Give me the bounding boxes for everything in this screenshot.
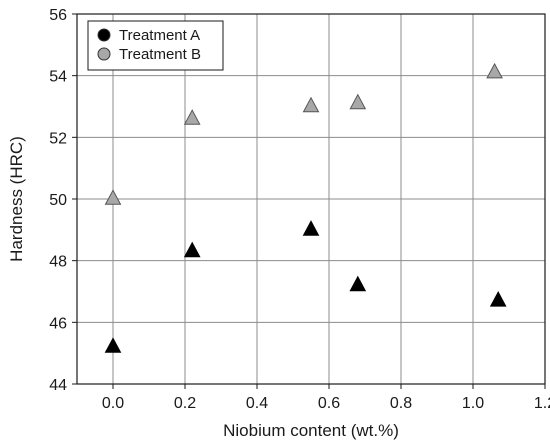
data-point-treatment-b <box>486 62 503 79</box>
x-tick-label: 1.0 <box>462 395 484 412</box>
y-tick-label: 48 <box>49 254 67 271</box>
x-tick-label: 0.4 <box>246 395 268 412</box>
x-tick-label: 1.2 <box>534 395 550 412</box>
data-point-treatment-a <box>302 220 320 236</box>
data-point-treatment-b <box>104 189 122 205</box>
legend-label-treatment-a: Treatment A <box>119 27 200 44</box>
legend-marker-treatment-b <box>97 47 111 61</box>
grid-lines <box>77 14 545 384</box>
y-tick-label: 54 <box>49 69 67 86</box>
x-tick-label: 0.2 <box>174 395 196 412</box>
y-tick-label: 56 <box>49 7 67 24</box>
data-point-treatment-a <box>104 337 122 353</box>
y-tick-label: 50 <box>49 192 67 209</box>
data-point-treatment-b <box>183 109 201 125</box>
x-axis: 0.0 0.2 0.4 0.6 0.8 1.0 1.2 <box>102 384 550 412</box>
y-tick-label: 44 <box>49 377 67 394</box>
x-tick-label: 0.6 <box>318 395 340 412</box>
data-points <box>104 62 507 353</box>
data-point-treatment-a <box>349 275 367 292</box>
data-point-treatment-b <box>349 93 367 110</box>
data-point-treatment-b <box>302 96 320 113</box>
x-tick-label: 0.0 <box>102 395 124 412</box>
data-point-treatment-a <box>183 241 201 258</box>
x-tick-label: 0.8 <box>390 395 412 412</box>
y-axis: 44 46 48 50 52 54 56 <box>49 7 77 394</box>
y-tick-label: 46 <box>49 315 67 332</box>
legend-box <box>87 20 224 71</box>
legend-label-treatment-b: Treatment B <box>119 46 201 63</box>
legend: Treatment A Treatment B <box>87 20 224 71</box>
y-tick-label: 52 <box>49 130 67 147</box>
y-axis-label: Hardness (HRC) <box>7 136 26 262</box>
data-point-treatment-a <box>489 291 507 307</box>
legend-marker-treatment-a <box>97 28 111 42</box>
x-axis-label: Niobium content (wt.%) <box>223 421 399 440</box>
